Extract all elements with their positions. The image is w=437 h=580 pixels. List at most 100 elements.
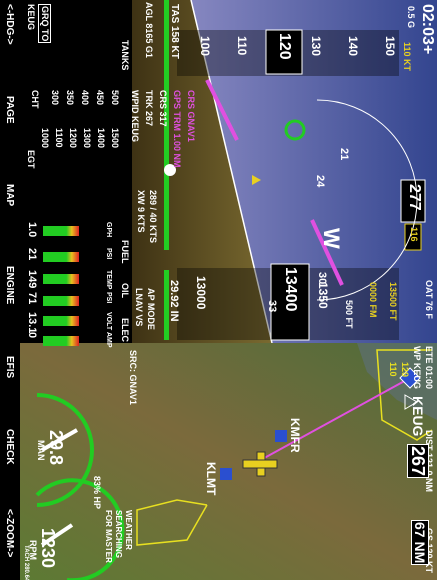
cht-scale: 450	[95, 90, 104, 105]
egt-scale: 1000	[40, 128, 49, 148]
gauge-bar	[43, 296, 79, 306]
altitude: 13400	[282, 267, 298, 312]
menu-button[interactable]: ENGINE	[4, 266, 14, 304]
compass-label: 33	[266, 300, 277, 312]
compass-label: 24	[314, 175, 325, 187]
manifold-unit: MAN	[36, 440, 45, 461]
airspeed-tick: 110	[236, 36, 248, 55]
egt-scale: 1200	[68, 128, 77, 148]
menu-button[interactable]: PAGE	[4, 96, 14, 124]
cht-scale: 300	[50, 90, 59, 105]
gauge-group: FUEL	[120, 240, 129, 264]
nav-info: WPID KEUG	[130, 90, 139, 142]
menu-button[interactable]: CHECK	[4, 429, 14, 465]
gauge-bar	[43, 226, 79, 236]
gauge-unit: PSI	[105, 248, 112, 259]
g-load: 0.5 G	[406, 6, 415, 28]
map-destination: KEUG	[411, 396, 425, 436]
airspeed-tick: 130	[310, 36, 322, 56]
menu-button[interactable]: EFIS	[4, 356, 14, 378]
menu-button[interactable]: <-ZOOM->	[4, 509, 14, 557]
tas: TAS 158 KT	[169, 4, 179, 59]
map-label: 110	[388, 362, 397, 377]
gauge-value: 149	[26, 270, 37, 288]
altitude-bug: 13500 FT	[388, 282, 397, 321]
compass-label: W	[320, 228, 342, 249]
tanks-title: TANKS	[120, 40, 129, 70]
baro-setting: 29.92 IN	[168, 280, 179, 322]
nav-info: TRK 267	[144, 90, 153, 126]
compass-label: 21	[338, 148, 349, 160]
gauge-unit: TEMP	[105, 270, 112, 289]
rpm-value: 1230	[39, 528, 57, 568]
airport-label: KMFR	[289, 418, 301, 453]
waypoint: WP KEUG	[412, 346, 421, 389]
gauge-unit: GPH	[105, 222, 112, 237]
egt-label: EGT	[26, 150, 35, 169]
tach: TACH 280.64	[23, 545, 29, 580]
airspeed-bug: 110 KT	[402, 42, 411, 71]
gauge-value: 1.0	[26, 222, 37, 237]
manifold-value: 29.8	[47, 430, 65, 465]
vertical-speed: 500 FT	[344, 300, 353, 329]
display: 02:03+0.5 GOAT 76 FETE 01:00WP KEUGDIST …	[0, 0, 437, 580]
map-bearing: 267	[407, 444, 429, 478]
weather-status: WEATHER	[124, 510, 132, 550]
compass-label: 30	[316, 272, 327, 284]
airport-symbol	[275, 430, 287, 442]
cht-scale: 350	[65, 90, 74, 105]
wind: XW 9 KTS	[136, 190, 145, 233]
altitude-tick: 13000	[195, 276, 207, 309]
airspeed-tick: 100	[199, 36, 211, 56]
airport-symbol	[220, 468, 232, 480]
airspeed-tick: 140	[347, 36, 359, 56]
oat: OAT 76 F	[424, 280, 433, 319]
weather-status: SEARCHING	[114, 510, 122, 558]
gauge-value: 71	[26, 292, 37, 304]
gauge-value: 13.1	[26, 312, 37, 333]
gauge-value: 21	[26, 248, 37, 260]
egt-scale: 1500	[110, 128, 119, 148]
nav-info: GPS TRM 1.00 NM	[172, 90, 181, 168]
gauge-bar	[43, 274, 79, 284]
screen: 02:03+0.5 GOAT 76 FETE 01:00WP KEUGDIST …	[0, 0, 437, 580]
wind: 289 / 40 KTS	[148, 190, 157, 243]
cht-label: CHT	[30, 90, 39, 109]
egt-scale: 1300	[82, 128, 91, 148]
heading-bug: 116	[409, 227, 418, 242]
gauge-bar	[43, 252, 79, 262]
nav-info: CRS 317	[158, 90, 167, 127]
gauge-group: OIL	[120, 283, 129, 298]
menu-button[interactable]: MAP	[4, 184, 14, 206]
gauge-bar	[43, 316, 79, 326]
gauge-unit: PSI	[105, 292, 112, 303]
flight-plan: KEUG	[26, 4, 35, 30]
flight-plan: GRQ TO	[38, 4, 51, 43]
weather-status: FOR MASTER	[104, 510, 112, 563]
gauge-unit: AMP	[105, 332, 112, 348]
nav-info: CRS GNAV1	[186, 90, 195, 142]
airspeed-tick: 150	[384, 36, 396, 56]
map-range: 67 NM	[411, 520, 429, 565]
autopilot: AP MODE	[146, 288, 155, 330]
heading: 277	[406, 184, 422, 211]
altitude-tick: 1350	[317, 282, 329, 309]
rpm-unit: RPM	[28, 540, 37, 560]
clock: 02:03+	[419, 4, 435, 54]
map-label: 129	[400, 362, 409, 377]
ete: ETE 01:00	[424, 346, 433, 389]
egt-scale: 1100	[54, 128, 63, 148]
cht-scale: 400	[80, 90, 89, 105]
airport-label: KLMT	[205, 462, 217, 495]
source: SRC: GNAV1	[128, 350, 137, 405]
autopilot: LNAV VS	[134, 288, 143, 326]
airspeed: 120	[276, 33, 292, 60]
gauge-bar	[43, 336, 79, 346]
vs-bug: 0000 FM	[368, 282, 377, 318]
gauge-value: 0	[26, 332, 37, 338]
agl: AGL 8165 G1	[144, 2, 153, 58]
power: 83% HP	[92, 476, 101, 509]
gauge-group: ELEC	[120, 318, 129, 342]
cht-scale: 500	[110, 90, 119, 105]
menu-button[interactable]: <-HDG->	[4, 4, 14, 45]
